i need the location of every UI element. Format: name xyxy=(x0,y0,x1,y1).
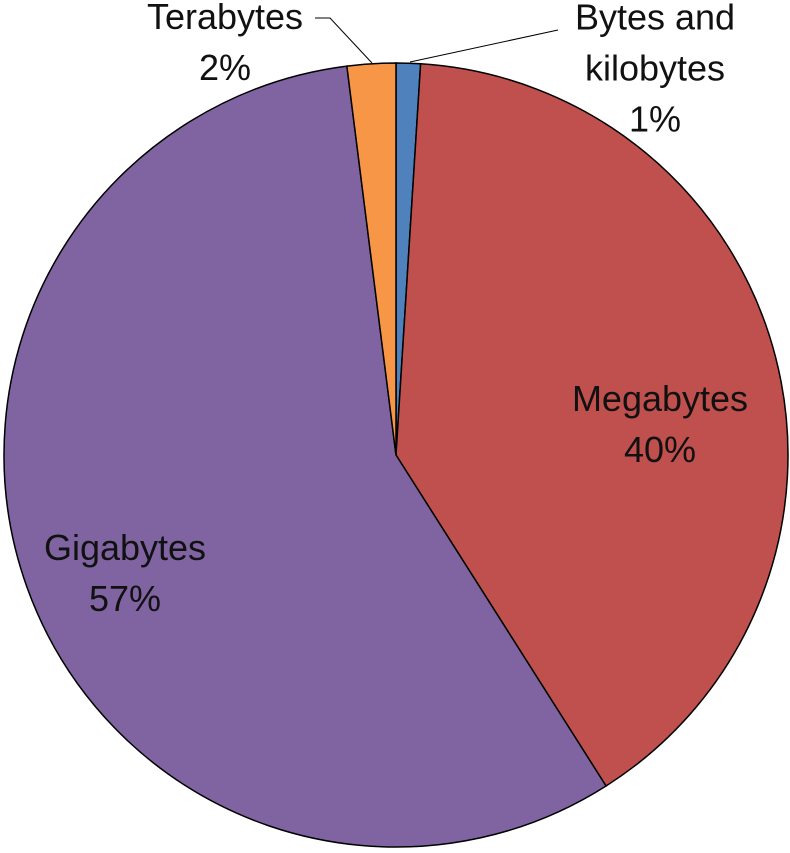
slice-label: Gigabytes 57% xyxy=(25,522,225,624)
value-label: 2% xyxy=(198,47,252,88)
leader-line xyxy=(315,17,373,64)
value-label: 1% xyxy=(628,98,682,140)
slice-label: Megabytes 40% xyxy=(560,373,760,475)
category-label: Megabytes xyxy=(571,378,749,419)
category-label: Gigabytes xyxy=(43,527,207,568)
slice-label: Bytes and kilobytes 1% xyxy=(560,0,750,145)
slice-label: Terabytes 2% xyxy=(125,0,325,93)
leader-line xyxy=(409,29,559,63)
pie-slice xyxy=(346,62,397,456)
pie-slice xyxy=(3,65,608,848)
value-label: 57% xyxy=(88,578,162,619)
category-label: Bytes and kilobytes xyxy=(574,0,736,89)
pie-slice xyxy=(395,62,789,788)
category-label: Terabytes xyxy=(146,0,304,37)
value-label: 40% xyxy=(623,429,697,470)
